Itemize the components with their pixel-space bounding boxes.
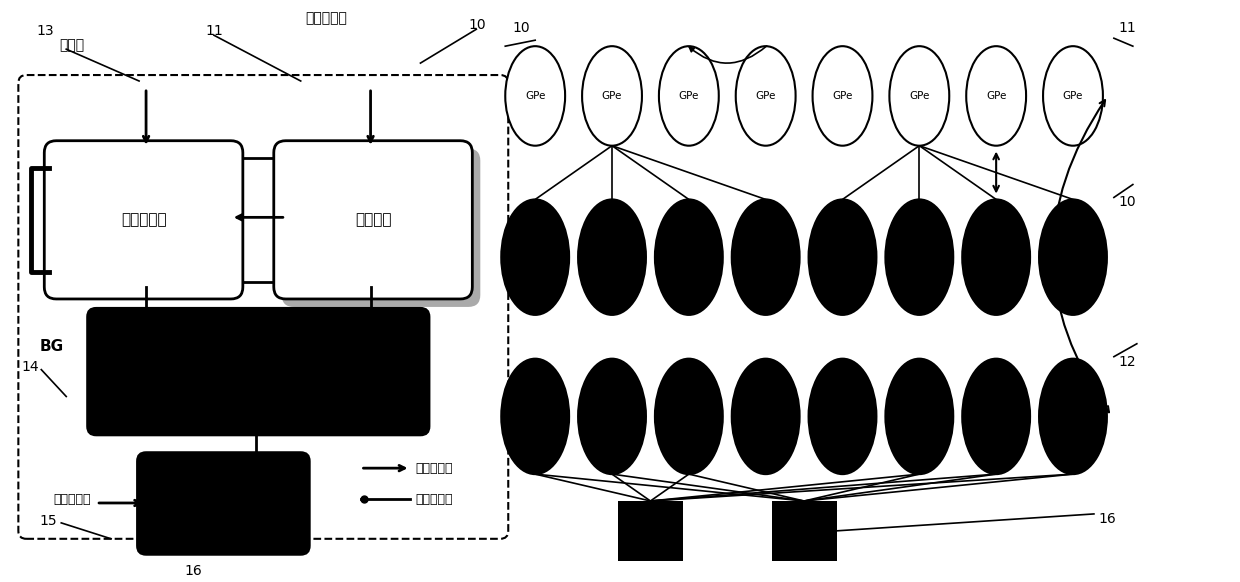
- Ellipse shape: [505, 46, 565, 146]
- Text: 12: 12: [376, 406, 393, 420]
- Ellipse shape: [655, 200, 723, 315]
- Text: 12: 12: [1118, 354, 1137, 368]
- Text: GPe: GPe: [525, 91, 546, 101]
- Ellipse shape: [501, 200, 569, 315]
- Bar: [618, 501, 683, 560]
- FancyBboxPatch shape: [281, 148, 480, 307]
- Text: 13: 13: [36, 24, 53, 38]
- Ellipse shape: [578, 359, 646, 474]
- Text: 10: 10: [469, 18, 486, 32]
- Ellipse shape: [501, 359, 569, 474]
- Text: 兴奋性连接: 兴奋性连接: [415, 462, 453, 475]
- FancyBboxPatch shape: [45, 141, 243, 299]
- FancyBboxPatch shape: [274, 141, 472, 299]
- Ellipse shape: [735, 46, 796, 146]
- Ellipse shape: [885, 359, 954, 474]
- Ellipse shape: [885, 200, 954, 315]
- Text: GPe: GPe: [909, 91, 930, 101]
- Text: 16: 16: [184, 563, 202, 578]
- Ellipse shape: [732, 200, 800, 315]
- Text: 11: 11: [1118, 22, 1137, 36]
- Ellipse shape: [582, 46, 642, 146]
- FancyBboxPatch shape: [136, 451, 311, 556]
- Ellipse shape: [1039, 200, 1107, 315]
- Text: GPe: GPe: [832, 91, 853, 101]
- Ellipse shape: [962, 200, 1030, 315]
- Text: 苍白球外侧: 苍白球外侧: [120, 212, 166, 228]
- Text: BG: BG: [40, 339, 63, 354]
- FancyBboxPatch shape: [87, 307, 430, 436]
- Text: 底丘脑核: 底丘脑核: [355, 212, 392, 228]
- Ellipse shape: [808, 200, 877, 315]
- Text: 11: 11: [206, 24, 223, 38]
- Ellipse shape: [966, 46, 1025, 146]
- Ellipse shape: [812, 46, 873, 146]
- Text: 10: 10: [512, 22, 531, 36]
- Ellipse shape: [962, 359, 1030, 474]
- Ellipse shape: [1043, 46, 1102, 146]
- Ellipse shape: [808, 359, 877, 474]
- Ellipse shape: [655, 359, 723, 474]
- Ellipse shape: [732, 359, 800, 474]
- Ellipse shape: [578, 200, 646, 315]
- Text: GPe: GPe: [1063, 91, 1084, 101]
- Text: GPe: GPe: [755, 91, 776, 101]
- Ellipse shape: [1039, 359, 1107, 474]
- Text: 15: 15: [40, 514, 57, 528]
- Text: 纹状体: 纹状体: [60, 38, 84, 52]
- Ellipse shape: [889, 46, 950, 146]
- Text: 深度脑刺激: 深度脑刺激: [306, 11, 347, 25]
- Text: 14: 14: [21, 360, 38, 374]
- Text: GPe: GPe: [601, 91, 622, 101]
- Bar: [231, 158, 285, 282]
- Text: 10: 10: [1118, 196, 1137, 210]
- Bar: [771, 501, 837, 560]
- Text: 抑制性连接: 抑制性连接: [415, 492, 453, 506]
- Text: GPe: GPe: [986, 91, 1007, 101]
- Text: GPe: GPe: [678, 91, 699, 101]
- Ellipse shape: [658, 46, 719, 146]
- Text: 16: 16: [1099, 512, 1117, 526]
- Text: 感觉运动区: 感觉运动区: [53, 492, 91, 506]
